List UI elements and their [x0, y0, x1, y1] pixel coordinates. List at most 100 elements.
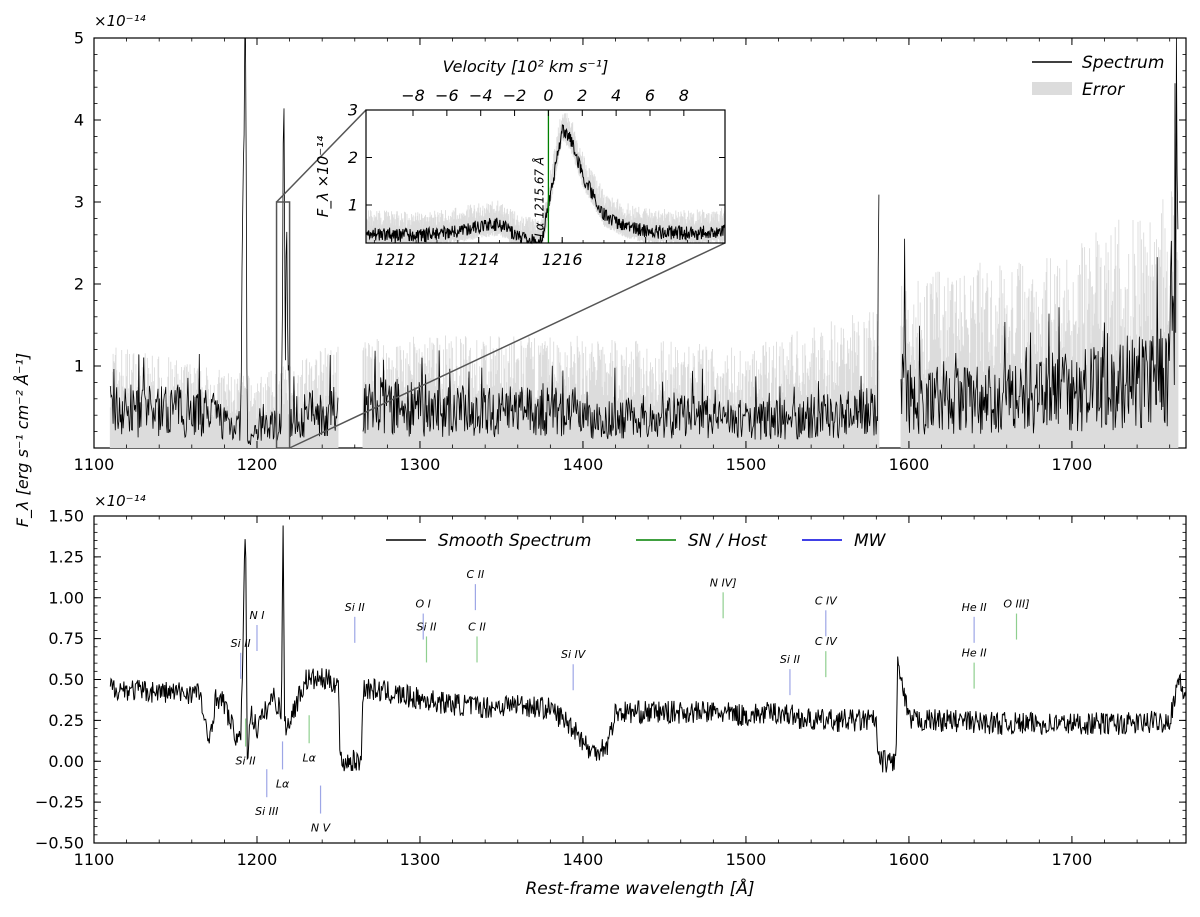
inset-x-tick-label: 1212 — [375, 250, 416, 269]
line-identifications: N I Si II Si III Si II Lα Lα N V Si II O I Si II C… — [231, 568, 1030, 834]
line-id-label: C IV — [815, 635, 838, 648]
inset-panel: Lα 1215.67 Å 1212 1214 1216 1218 1 2 3 −8 −6 −4… — [314, 57, 726, 269]
x-tick-label: 1100 — [74, 455, 115, 474]
line-id-label: N V — [311, 822, 332, 835]
bottom-plot-frame — [93, 515, 1187, 844]
legend-label: Error — [1082, 80, 1125, 100]
y-tick-label: 0.75 — [48, 629, 84, 648]
inset-x-tick-label: 1216 — [542, 250, 583, 269]
velocity-tick-label: −2 — [503, 86, 527, 105]
velocity-tick-label: −8 — [401, 86, 425, 105]
y-tick-label: −0.25 — [35, 793, 84, 812]
y-axis-label: F_λ [erg s⁻¹ cm⁻² Å⁻¹] — [13, 353, 33, 527]
line-id-label: He II — [962, 601, 987, 614]
y-tick-label: 4 — [74, 111, 84, 130]
y-tick-label: 0.50 — [48, 670, 84, 689]
x-tick-label: 1200 — [237, 455, 278, 474]
line-id-label: Si II — [231, 637, 251, 650]
line-id-label: Si II — [236, 755, 256, 768]
x-tick-label: 1300 — [400, 455, 441, 474]
velocity-tick-label: 4 — [611, 86, 621, 105]
x-tick-label: 1400 — [563, 850, 604, 869]
legend-label: SN / Host — [688, 531, 768, 551]
zoom-box — [275, 201, 291, 449]
x-tick-label: 1700 — [1052, 455, 1093, 474]
bottom-legend: Smooth Spectrum SN / Host MW — [386, 531, 887, 551]
line-id-label: C II — [468, 620, 486, 633]
line-id-label: C IV — [815, 594, 838, 607]
bottom-y-ticks: −0.50 −0.25 0.00 0.25 0.50 0.75 1.00 1.25 1.50 — [35, 507, 1186, 853]
y-tick-label: 3 — [74, 193, 84, 212]
x-tick-label: 1600 — [889, 455, 930, 474]
gap-region — [339, 39, 900, 447]
velocity-tick-label: 8 — [679, 86, 689, 105]
y-tick-label: 1 — [74, 357, 84, 376]
y-tick-label: 0.25 — [48, 711, 84, 730]
line-id-label: O III] — [1003, 598, 1029, 611]
x-tick-label: 1300 — [400, 850, 441, 869]
x-tick-label: 1200 — [237, 850, 278, 869]
line-id-label: Lα — [276, 777, 290, 790]
y-tick-label: −0.50 — [35, 834, 84, 853]
x-tick-label: 1100 — [74, 850, 115, 869]
line-id-label: He II — [962, 647, 987, 660]
inset-x-tick-label: 1218 — [625, 250, 666, 269]
inset-y-tick-label: 3 — [348, 101, 358, 120]
velocity-tick-label: −6 — [435, 86, 459, 105]
smooth-spectrum-trace — [109, 525, 1187, 773]
y-tick-label: 1.50 — [48, 507, 84, 526]
velocity-tick-label: 2 — [577, 86, 587, 105]
inset-x-ticks: 1212 1214 1216 1218 — [373, 237, 709, 269]
inset-y-tick-label: 2 — [348, 148, 358, 167]
legend-label: MW — [854, 531, 887, 551]
inset-y-axis-label: F_λ ×10⁻¹⁴ — [314, 136, 333, 217]
inset-frame — [365, 109, 726, 244]
velocity-tick-label: 0 — [543, 86, 553, 105]
legend-label: Smooth Spectrum — [438, 531, 591, 551]
line-id-label: Si II — [780, 653, 800, 666]
line-id-label: O I — [416, 598, 431, 611]
y-tick-label: 5 — [74, 29, 84, 48]
top-y-ticks: 1 2 3 4 5 — [74, 29, 1186, 433]
gap-mask — [880, 39, 900, 447]
y-tick-label: 1.00 — [48, 588, 84, 607]
velocity-axis-label: Velocity [10² km s⁻¹] — [443, 57, 609, 76]
line-id-label: Si III — [255, 805, 278, 818]
line-id-label: Lα — [302, 751, 316, 764]
top-multiplier-label: ×10⁻¹⁴ — [94, 12, 146, 30]
inset-y-ticks: 1 2 3 — [348, 101, 725, 215]
zoom-connector — [275, 109, 726, 449]
x-axis-label: Rest-frame wavelength [Å] — [525, 877, 754, 899]
velocity-tick-label: 6 — [645, 86, 655, 105]
y-tick-label: 0.00 — [48, 752, 84, 771]
inset-spectrum-path — [365, 124, 726, 245]
top-legend: Spectrum Error — [1032, 53, 1164, 100]
lyman-alpha-marker-label: Lα 1215.67 Å — [531, 157, 546, 237]
smooth-spectrum-path — [109, 525, 1187, 773]
inset-x-tick-label: 1214 — [458, 250, 499, 269]
inset-y-tick-label: 1 — [348, 196, 358, 215]
line-id-label: N I — [249, 609, 264, 622]
x-tick-label: 1400 — [563, 455, 604, 474]
zoom-line — [276, 109, 367, 203]
bottom-panel: N I Si II Si III Si II Lα Lα N V Si II O I Si II C… — [35, 492, 1187, 899]
legend-label: Spectrum — [1082, 53, 1164, 73]
line-id-label: Si IV — [561, 648, 587, 661]
velocity-tick-label: −4 — [469, 86, 493, 105]
legend-band-swatch — [1032, 82, 1072, 95]
x-tick-label: 1500 — [726, 455, 767, 474]
line-id-label: Si II — [416, 620, 436, 633]
x-tick-label: 1500 — [726, 850, 767, 869]
x-tick-label: 1700 — [1052, 850, 1093, 869]
y-tick-label: 1.25 — [48, 547, 84, 566]
line-id-label: N IV] — [710, 576, 737, 589]
spectrum-path — [109, 37, 1179, 446]
bottom-x-ticks: 1100 1200 1300 1400 1500 1600 1700 — [74, 516, 1171, 869]
top-x-ticks: 1100 1200 1300 1400 1500 1600 1700 — [74, 38, 1171, 474]
x-tick-label: 1600 — [889, 850, 930, 869]
y-tick-label: 2 — [74, 275, 84, 294]
gap-mask — [339, 39, 362, 447]
inset-velocity-ticks: −8 −6 −4 −2 0 2 4 6 8 — [401, 86, 689, 116]
bottom-multiplier-label: ×10⁻¹⁴ — [94, 492, 146, 510]
